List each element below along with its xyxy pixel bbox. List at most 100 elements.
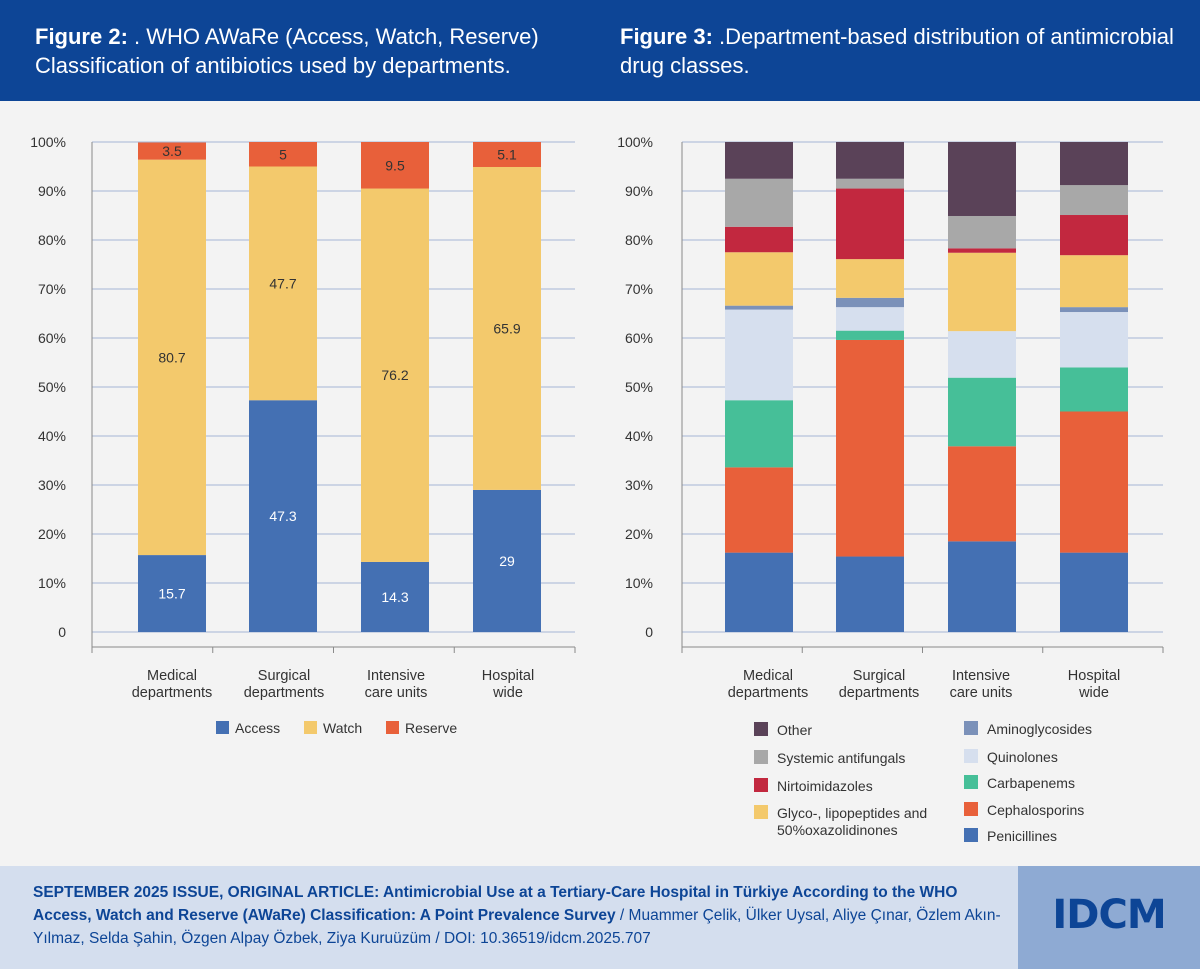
y-tick-label: 60% (38, 330, 66, 346)
bar-segment (249, 166, 317, 401)
y-tick-label: 30% (625, 477, 653, 493)
legend-label: 50%oxazolidinones (777, 822, 898, 838)
data-label: 47.7 (269, 275, 296, 291)
bar-segment (361, 188, 429, 562)
legend-swatch (754, 805, 768, 819)
bar-segment (725, 467, 793, 553)
category-label: care units (950, 685, 1013, 701)
category-label: departments (244, 685, 325, 701)
legend-swatch (754, 750, 768, 764)
y-tick-label: 30% (38, 477, 66, 493)
y-tick-label: 90% (38, 183, 66, 199)
category-label: Medical (743, 668, 793, 684)
category-label: Intensive (952, 668, 1010, 684)
data-label: 14.3 (381, 589, 408, 605)
bar-segment (948, 215, 1016, 249)
y-tick-label: 100% (30, 134, 66, 150)
bar-segment (948, 541, 1016, 632)
bar-segment (836, 297, 904, 308)
bar-segment (948, 248, 1016, 253)
bar-segment (725, 309, 793, 401)
bar-segment (725, 305, 793, 310)
figure-3-caption: .Department-based distribution of antimi… (620, 24, 1174, 78)
bar-segment (948, 331, 1016, 378)
bar-segment (725, 178, 793, 227)
legend-swatch (964, 802, 978, 816)
bar-segment (725, 226, 793, 253)
category-label: Hospital (1068, 668, 1120, 684)
legend-label: Nirtoimidazoles (777, 778, 873, 794)
category-label: care units (365, 685, 428, 701)
bar-segment (725, 400, 793, 468)
legend-label: Watch (323, 720, 362, 736)
bar-segment (138, 159, 206, 556)
y-tick-label: 10% (38, 575, 66, 591)
bar-segment (836, 188, 904, 260)
legend-swatch (964, 775, 978, 789)
bar-segment (249, 142, 317, 167)
y-tick-label: 90% (625, 183, 653, 199)
y-tick-label: 70% (625, 281, 653, 297)
bar-segment (948, 446, 1016, 542)
charts-area: 0 10% 20% 30% 40% 50% 60% 70% 80% 90% 100% 15.7 80.7… (30, 134, 1164, 844)
bar-segment (836, 142, 904, 179)
y-tick-label: 0 (58, 624, 66, 640)
legend-swatch (304, 721, 317, 734)
category-label: departments (839, 685, 920, 701)
figure-2-caption: . WHO AWaRe (Access, Watch, Reserve) Cla… (35, 24, 539, 78)
journal-logo: IDCM (1018, 866, 1200, 969)
category-label: departments (132, 685, 213, 701)
bar-segment (725, 142, 793, 179)
legend-swatch (964, 721, 978, 735)
bar-segment (1060, 552, 1128, 632)
legend-swatch (754, 778, 768, 792)
legend-swatch (216, 721, 229, 734)
legend-label: Other (777, 722, 812, 738)
y-tick-label: 40% (38, 428, 66, 444)
y-tick-label: 70% (38, 281, 66, 297)
data-label: 29 (499, 553, 515, 569)
bar-segment (948, 377, 1016, 447)
legend-label: Quinolones (987, 749, 1058, 765)
figure-3-label: Figure 3: (620, 24, 713, 49)
bar-segment (836, 178, 904, 189)
bar-segment (473, 166, 541, 490)
y-tick-label: 50% (625, 379, 653, 395)
data-label: 5.1 (497, 146, 517, 162)
bar-segment (1060, 255, 1128, 308)
legend-swatch (754, 722, 768, 736)
bar-segment (836, 307, 904, 331)
category-label: wide (492, 685, 523, 701)
issue-label: SEPTEMBER 2025 ISSUE, ORIGINAL ARTICLE: (33, 884, 380, 901)
legend-label: Carbapenems (987, 775, 1075, 791)
bar-segment (138, 555, 206, 632)
header-banner: Figure 2: . WHO AWaRe (Access, Watch, Re… (0, 0, 1200, 101)
bar-segment (948, 142, 1016, 216)
legend-label: Cephalosporins (987, 802, 1084, 818)
bar-segment (361, 561, 429, 632)
bar-segment (249, 400, 317, 632)
data-label: 5 (279, 146, 287, 162)
bar-segment (725, 252, 793, 306)
footer-citation: SEPTEMBER 2025 ISSUE, ORIGINAL ARTICLE: … (0, 866, 1200, 969)
legend-label: Penicillines (987, 828, 1057, 844)
y-tick-label: 80% (625, 232, 653, 248)
authors-doi: / Muammer Çelik, Ülker Uysal, Aliye Çına… (33, 907, 1001, 947)
figure-2-label: Figure 2: (35, 24, 128, 49)
bar-segment (1060, 307, 1128, 313)
legend-swatch (964, 828, 978, 842)
category-label: Surgical (258, 668, 310, 684)
bar-segment (836, 259, 904, 298)
category-label: departments (728, 685, 809, 701)
legend-label: Reserve (405, 720, 457, 736)
article-title: Antimicrobial Use at a Tertiary-Care Hos… (33, 884, 958, 924)
category-label: Medical (147, 668, 197, 684)
bar-segment (1060, 312, 1128, 368)
figure-2-chart: 0 10% 20% 30% 40% 50% 60% 70% 80% 90% 100% 15.7 80.7… (30, 134, 576, 736)
data-label: 3.5 (162, 143, 182, 159)
data-label: 47.3 (269, 508, 296, 524)
bar-segment (836, 339, 904, 557)
bar-segment (1060, 142, 1128, 186)
bar-segment (948, 252, 1016, 332)
citation-text: SEPTEMBER 2025 ISSUE, ORIGINAL ARTICLE: … (33, 881, 1013, 950)
